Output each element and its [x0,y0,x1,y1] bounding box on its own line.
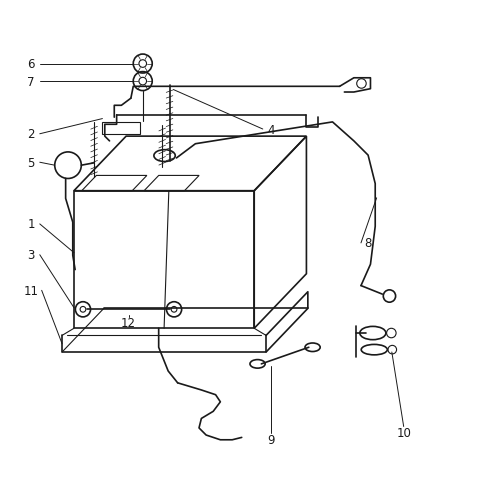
Text: 12: 12 [121,316,136,329]
Ellipse shape [361,345,387,355]
Text: 9: 9 [267,433,275,446]
Text: 1: 1 [27,218,35,231]
Text: 10: 10 [396,426,411,439]
Text: 4: 4 [267,123,275,136]
Ellipse shape [360,327,386,340]
Text: 7: 7 [27,76,35,88]
Text: 8: 8 [364,237,372,250]
Ellipse shape [250,360,265,368]
Text: 5: 5 [27,156,35,169]
Circle shape [55,153,81,179]
Text: 3: 3 [27,249,35,262]
Text: 11: 11 [24,284,39,297]
Ellipse shape [305,343,320,352]
Ellipse shape [154,150,175,162]
Text: 2: 2 [27,128,35,141]
Text: 6: 6 [27,58,35,71]
